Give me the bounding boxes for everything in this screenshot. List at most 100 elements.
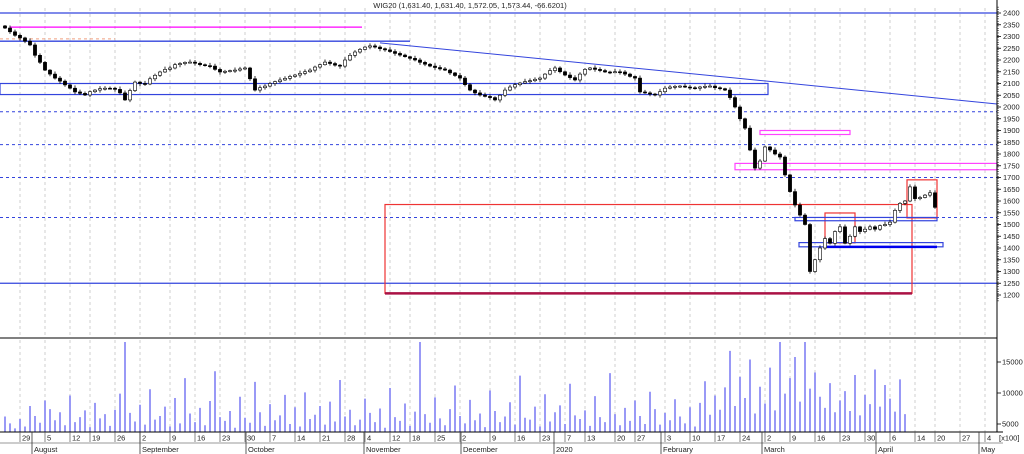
- candle: [248, 67, 252, 80]
- month-label: October: [248, 445, 275, 454]
- candle: [608, 71, 612, 74]
- candle: [43, 62, 47, 71]
- month-label: April: [878, 445, 893, 454]
- time-tick-label: 7: [272, 434, 276, 443]
- month-label: September: [142, 445, 179, 454]
- candle: [918, 197, 922, 199]
- candle: [828, 238, 832, 244]
- time-tick-label: 29: [22, 434, 30, 443]
- candle: [493, 97, 497, 101]
- price-tick-label: 1800: [1003, 150, 1020, 159]
- trend-line: [379, 42, 998, 105]
- price-tick-label: 2050: [1003, 91, 1020, 100]
- candle: [778, 153, 782, 158]
- candle: [153, 74, 157, 80]
- candle: [718, 87, 722, 90]
- candle: [108, 87, 112, 90]
- candle: [698, 86, 702, 89]
- candle: [478, 92, 482, 96]
- candle: [643, 91, 647, 94]
- candle: [473, 89, 477, 94]
- time-tick-label: 12: [392, 434, 400, 443]
- time-tick-label: 25: [437, 434, 445, 443]
- month-label: May: [981, 445, 995, 454]
- candle: [788, 174, 792, 192]
- candle: [728, 89, 732, 98]
- candle: [78, 91, 82, 94]
- time-tick-label: 6: [892, 434, 896, 443]
- candle: [128, 90, 132, 101]
- candle: [893, 210, 897, 223]
- candle: [308, 69, 312, 73]
- candle: [403, 54, 407, 58]
- candle: [168, 67, 172, 70]
- candle: [383, 48, 387, 51]
- candle: [763, 146, 767, 162]
- price-tick-label: 1400: [1003, 244, 1020, 253]
- candle: [803, 214, 807, 225]
- candle: [163, 69, 167, 73]
- price-tick-label: 1650: [1003, 185, 1020, 194]
- candle: [658, 91, 662, 96]
- candle: [783, 156, 787, 176]
- candle: [853, 226, 857, 237]
- price-tick-label: 1450: [1003, 232, 1020, 241]
- candle: [628, 73, 632, 77]
- candle: [583, 69, 587, 75]
- time-tick-label: 23: [542, 434, 550, 443]
- candle: [523, 81, 527, 84]
- time-tick-label: 2: [142, 434, 146, 443]
- candle: [143, 83, 147, 85]
- candle: [648, 92, 652, 95]
- candle: [83, 93, 87, 96]
- candle: [288, 76, 292, 79]
- price-tick-label: 1750: [1003, 161, 1020, 170]
- candle: [378, 46, 382, 50]
- candle: [428, 63, 432, 67]
- annotations: [0, 12, 998, 295]
- candle: [53, 73, 57, 79]
- candle: [243, 67, 247, 70]
- price-tick-label: 1500: [1003, 220, 1020, 229]
- price-tick-label: 2100: [1003, 79, 1020, 88]
- candle: [58, 77, 62, 82]
- candle: [768, 146, 772, 151]
- candle: [258, 87, 262, 91]
- price-tick-label: 1900: [1003, 126, 1020, 135]
- candle: [28, 40, 32, 46]
- candle: [843, 226, 847, 244]
- candle: [553, 67, 557, 71]
- candle: [663, 87, 667, 93]
- candle: [303, 71, 307, 74]
- time-tick-label: 28: [347, 434, 355, 443]
- zone-box: [0, 82, 769, 96]
- candle: [398, 53, 402, 56]
- chart-title: WIG20 (1,631.40, 1,631.40, 1,572.05, 1,5…: [373, 1, 567, 10]
- candle: [198, 62, 202, 66]
- candle: [683, 85, 687, 88]
- price-tick-label: 1250: [1003, 279, 1020, 288]
- candle: [618, 71, 622, 74]
- price-tick-label: 1700: [1003, 173, 1020, 182]
- zone-box: [759, 129, 851, 136]
- candle: [873, 226, 877, 230]
- time-tick-label: 27: [637, 434, 645, 443]
- candle: [323, 61, 327, 66]
- candle: [933, 192, 937, 208]
- candle: [118, 89, 122, 94]
- candle: [293, 74, 297, 77]
- time-tick-label: 13: [587, 434, 595, 443]
- candle: [813, 259, 817, 272]
- price-tick-label: 2200: [1003, 56, 1020, 65]
- candle: [808, 224, 812, 272]
- price-tick-label: 2150: [1003, 67, 1020, 76]
- candle: [373, 45, 377, 48]
- time-tick-label: 24: [742, 434, 750, 443]
- candle: [188, 61, 192, 64]
- candle: [758, 160, 762, 169]
- candle: [223, 70, 227, 73]
- candle: [598, 69, 602, 71]
- candle: [13, 31, 17, 36]
- candle: [268, 83, 272, 87]
